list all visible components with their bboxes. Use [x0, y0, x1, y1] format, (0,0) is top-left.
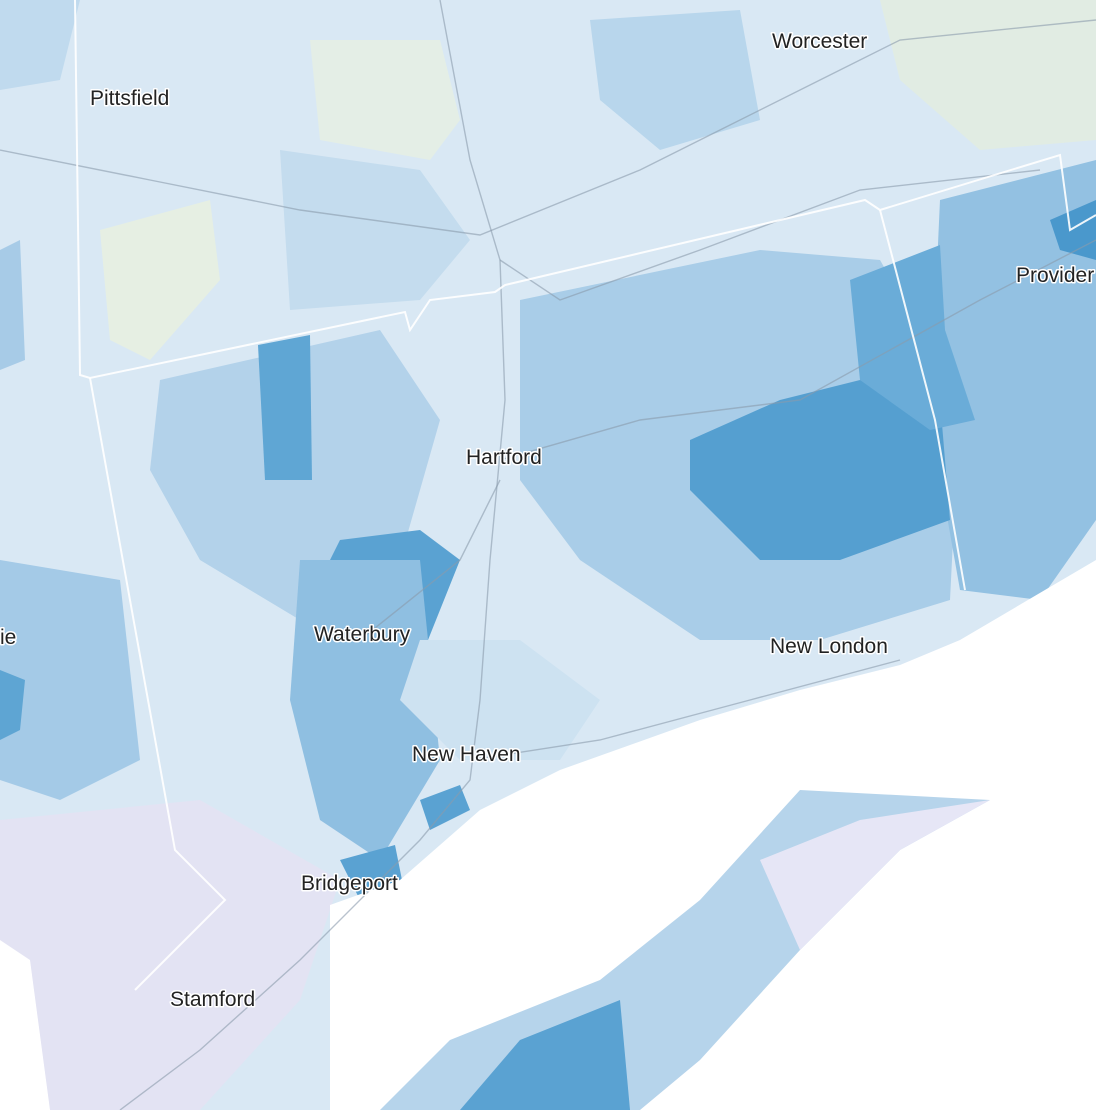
- region: [0, 240, 25, 370]
- region: [690, 380, 950, 560]
- city-label: Stamford: [170, 988, 255, 1011]
- region: [880, 0, 1096, 150]
- region: [0, 0, 80, 90]
- region: [258, 335, 312, 480]
- city-label: New London: [770, 635, 888, 658]
- city-label: Worcester: [772, 30, 867, 53]
- city-label: Provider: [1016, 264, 1094, 287]
- state-border: [879, 209, 966, 591]
- region: [590, 10, 760, 150]
- city-label: Pittsfield: [90, 87, 169, 110]
- road: [359, 479, 501, 641]
- road: [119, 0, 506, 1110]
- region: [100, 200, 220, 360]
- region: [0, 560, 140, 800]
- region: [760, 800, 990, 950]
- region: [0, 670, 25, 740]
- region: [930, 160, 1096, 600]
- region: [1050, 200, 1096, 260]
- city-labels: Pittsfield Worcester Provider Hartford Water…: [0, 29, 1096, 1013]
- borders: [74, 0, 1096, 991]
- region: [460, 1000, 630, 1110]
- road: [0, 19, 1096, 236]
- road: [499, 239, 1096, 461]
- region: [310, 40, 460, 160]
- water: [330, 560, 1096, 1110]
- region: [280, 150, 470, 310]
- city-label: Hartford: [466, 446, 542, 469]
- city-label: New Haven: [412, 743, 521, 766]
- city-label: Bridgeport: [301, 872, 398, 895]
- region: [420, 785, 470, 830]
- city-label: ie: [0, 626, 16, 649]
- city-label: Waterbury: [314, 623, 411, 646]
- water: [0, 940, 50, 1110]
- road: [499, 169, 1041, 301]
- region: [290, 560, 440, 860]
- region: [400, 640, 600, 760]
- road: [469, 659, 901, 761]
- state-border: [89, 377, 227, 991]
